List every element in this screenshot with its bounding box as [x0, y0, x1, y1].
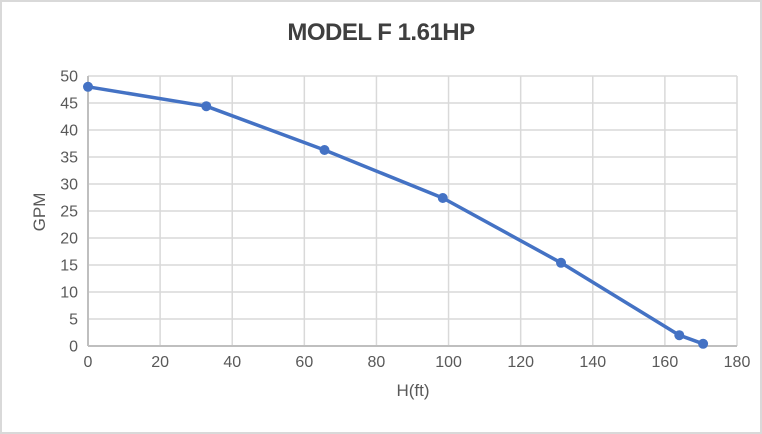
y-tick-label: 25 [60, 204, 78, 221]
y-tick-label: 40 [60, 123, 78, 140]
y-axis-tick-labels: 0 5 10 15 20 25 30 35 40 45 50 [60, 69, 78, 356]
axis-lines [87, 76, 737, 347]
y-tick-label: 15 [60, 258, 78, 275]
data-point-marker [674, 330, 685, 341]
x-tick-label: 180 [724, 354, 751, 371]
data-point-marker [319, 145, 330, 155]
chart-title: MODEL F 1.61HP [287, 19, 475, 46]
data-point-marker [83, 81, 93, 92]
y-tick-label: 0 [69, 339, 78, 356]
x-tick-label: 0 [84, 354, 93, 371]
series-line [86, 85, 705, 346]
series-gpm-curve [83, 81, 709, 349]
data-point-marker [698, 338, 709, 349]
x-tick-label: 80 [368, 354, 386, 371]
gridlines [88, 75, 738, 346]
x-tick-label: 60 [295, 354, 313, 371]
x-axis-tick-labels: 0 20 40 60 80 100 120 140 160 180 [84, 354, 751, 371]
y-tick-label: 5 [69, 312, 78, 329]
x-tick-label: 160 [652, 354, 679, 371]
y-tick-label: 50 [60, 69, 78, 86]
y-tick-label: 45 [60, 96, 78, 113]
data-point-marker [201, 101, 212, 112]
y-tick-label: 20 [60, 231, 78, 248]
x-tick-label: 120 [507, 354, 534, 371]
y-tick-label: 35 [60, 150, 78, 167]
y-tick-label: 10 [60, 285, 78, 302]
x-axis-title: H(ft) [396, 381, 429, 400]
x-tick-label: 100 [435, 354, 462, 371]
x-tick-label: 40 [223, 354, 241, 371]
x-tick-label: 140 [579, 354, 606, 371]
x-tick-label: 20 [151, 354, 169, 371]
y-tick-label: 30 [60, 177, 78, 194]
y-axis-title: GPM [30, 193, 49, 232]
data-point-marker [556, 257, 566, 268]
data-point-marker [437, 193, 448, 203]
